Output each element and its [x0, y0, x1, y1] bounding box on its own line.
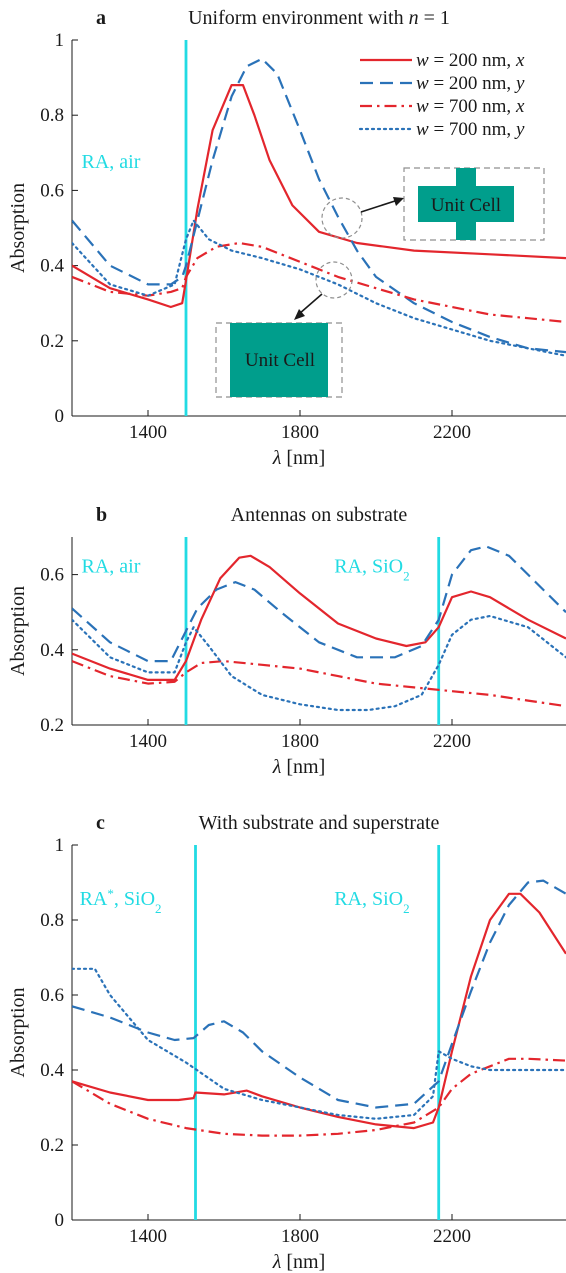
cross-arrow-head	[393, 197, 404, 206]
square-arrow	[298, 293, 323, 315]
square-highlight-circle	[315, 261, 353, 299]
y-axis-label: Absorption	[7, 586, 29, 676]
panel-title: With substrate and superstrate	[199, 812, 440, 834]
x-axis-label: λ [nm]	[272, 1251, 326, 1273]
square-inset-label: Unit Cell	[245, 350, 315, 371]
series-line-dashed-blue	[72, 879, 566, 1109]
y-axis-label: Absorption	[7, 183, 29, 273]
series-line-solid-red	[72, 83, 566, 309]
x-tick-label: 1400	[129, 1226, 167, 1247]
panel-letter: b	[96, 504, 107, 526]
panel-a: 1400 1800 2200 0 0.2 0.4 0.6 0.8 1 λ [nm] Absorpti…	[7, 7, 566, 469]
series-line-dotted-blue	[72, 219, 566, 357]
x-axis-label: λ [nm]	[272, 447, 326, 469]
x-tick-label: 2200	[433, 731, 471, 752]
legend-entry: w = 700 nm, x	[416, 96, 525, 117]
y-tick-label: 0.8	[40, 910, 64, 931]
y-tick-label: 0.2	[40, 1135, 64, 1156]
square-shape	[230, 323, 328, 397]
x-tick-label: 2200	[433, 422, 471, 443]
square-arrow-head	[294, 309, 305, 320]
ra-annotation: RA*, SiO2	[80, 886, 162, 916]
y-tick-label: 0	[55, 1210, 65, 1231]
y-tick-label: 0.6	[40, 985, 64, 1006]
y-tick-label: 0.2	[40, 715, 64, 736]
panel-b: 1400 1800 2200 0.2 0.4 0.6 λ [nm] Absorption b An…	[7, 504, 566, 778]
ra-annotation: RA, air	[82, 151, 141, 173]
ra-annotation: RA, SiO2	[334, 888, 409, 916]
series-line-dotted-blue	[72, 967, 566, 1120]
y-tick-label: 0.8	[40, 105, 64, 126]
cross-shape-vertical	[456, 168, 476, 240]
x-tick-label: 1400	[129, 422, 167, 443]
legend-entry: w = 700 nm, y	[416, 119, 525, 140]
panel-c: 1400 1800 2200 0 0.2 0.4 0.6 0.8 1 λ [nm] Absorpti…	[7, 812, 566, 1273]
y-tick-label: 0	[55, 406, 65, 427]
legend: w = 200 nm, xw = 200 nm, yw = 700 nm, xw…	[358, 50, 525, 140]
panel-title: Uniform environment with n = 1	[188, 7, 450, 29]
panel-letter: c	[96, 812, 105, 834]
ra-annotation: RA, SiO2	[334, 556, 409, 584]
cross-highlight-circle	[321, 197, 363, 239]
x-tick-label: 1800	[281, 1226, 319, 1247]
ra-annotation: RA, air	[82, 556, 141, 578]
x-tick-label: 1800	[281, 731, 319, 752]
cross-arrow	[360, 199, 399, 213]
y-axis-label: Absorption	[7, 988, 29, 1078]
series-line-dotted-blue	[72, 614, 566, 712]
y-tick-label: 0.4	[40, 640, 64, 661]
y-tick-label: 0.4	[40, 256, 64, 277]
x-tick-label: 1800	[281, 422, 319, 443]
unit-cell-insets: Unit Cell Unit Cell	[215, 167, 545, 398]
legend-entry: w = 200 nm, y	[416, 73, 525, 94]
legend-entry: w = 200 nm, x	[416, 50, 525, 71]
series-line-dashdot-red	[72, 659, 566, 708]
panel-title: Antennas on substrate	[231, 504, 408, 526]
series-line-dashed-blue	[72, 545, 566, 663]
y-tick-label: 0.6	[40, 565, 64, 586]
x-axis-label: λ [nm]	[272, 756, 326, 778]
series-line-solid-red	[72, 554, 566, 682]
series-line-dashdot-red	[72, 241, 566, 324]
x-tick-label: 1400	[129, 731, 167, 752]
cross-inset-label: Unit Cell	[431, 195, 501, 216]
y-tick-label: 1	[55, 835, 65, 856]
y-tick-label: 1	[55, 30, 65, 51]
x-tick-label: 2200	[433, 1226, 471, 1247]
series-line-dashed-blue	[72, 57, 566, 354]
y-tick-label: 0.4	[40, 1060, 64, 1081]
panel-letter: a	[96, 7, 106, 29]
y-tick-label: 0.6	[40, 180, 64, 201]
series-line-solid-red	[72, 892, 566, 1130]
y-tick-label: 0.2	[40, 331, 64, 352]
